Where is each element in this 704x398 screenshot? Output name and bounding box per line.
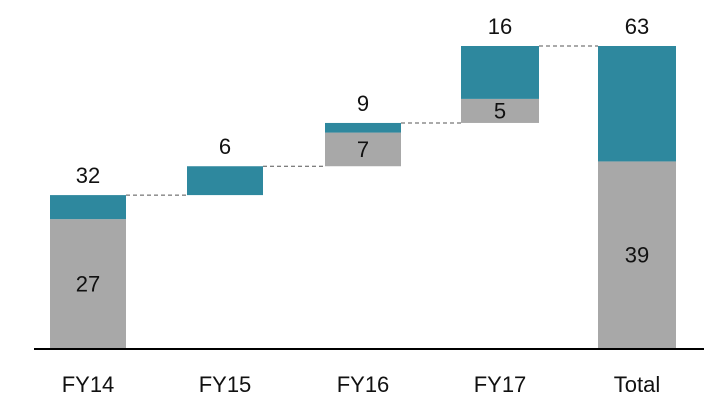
total-label-fy17: 16 bbox=[488, 14, 512, 39]
bar-teal-fy16 bbox=[325, 122, 401, 133]
total-labels: 32 6 9 16 63 bbox=[76, 14, 649, 188]
x-tick-fy17: FY17 bbox=[474, 372, 527, 397]
bar-gray-fy14 bbox=[50, 219, 126, 349]
bar-gray-fy17 bbox=[461, 98, 539, 123]
bar-gray-fy16 bbox=[325, 132, 401, 167]
x-tick-labels: FY14 FY15 FY16 FY17 Total bbox=[62, 372, 661, 397]
segment-label-fy17: 5 bbox=[494, 98, 506, 123]
x-tick-fy15: FY15 bbox=[199, 372, 252, 397]
x-tick-total: Total bbox=[614, 372, 660, 397]
bar-teal-fy14 bbox=[50, 195, 126, 220]
x-tick-fy14: FY14 bbox=[62, 372, 115, 397]
total-label-total: 63 bbox=[625, 14, 649, 39]
x-tick-fy16: FY16 bbox=[337, 372, 390, 397]
total-label-fy15: 6 bbox=[219, 134, 231, 159]
bar-teal-fy17 bbox=[461, 46, 539, 99]
segment-labels: 27 7 5 39 bbox=[76, 98, 649, 296]
connector-lines bbox=[126, 45, 598, 196]
bar-gray-total bbox=[598, 161, 676, 349]
segment-label-fy16: 7 bbox=[357, 137, 369, 162]
bar-teal-total bbox=[598, 46, 676, 162]
segment-label-total: 39 bbox=[625, 243, 649, 268]
bar-teal-fy15 bbox=[187, 166, 263, 196]
total-label-fy16: 9 bbox=[357, 91, 369, 116]
total-label-fy14: 32 bbox=[76, 163, 100, 188]
bar-segments bbox=[50, 46, 676, 349]
segment-label-fy14: 27 bbox=[76, 272, 100, 297]
